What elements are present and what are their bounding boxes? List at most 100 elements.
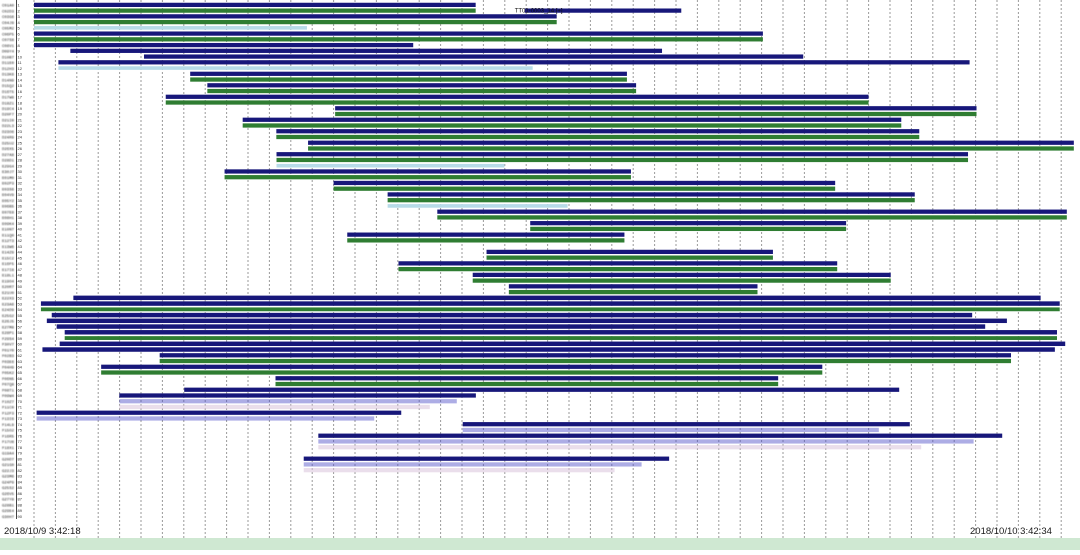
svg-text:87: 87 bbox=[18, 497, 23, 502]
svg-text:80: 80 bbox=[18, 456, 23, 461]
svg-text:F02B3: F02B3 bbox=[2, 355, 15, 359]
svg-text:83: 83 bbox=[18, 474, 23, 479]
svg-text:G28B1: G28B1 bbox=[2, 504, 15, 508]
svg-text:E29G4: E29G4 bbox=[2, 165, 15, 169]
svg-text:10: 10 bbox=[18, 54, 23, 59]
svg-text:F29S4: F29S4 bbox=[2, 338, 15, 342]
svg-text:86: 86 bbox=[18, 491, 23, 496]
svg-text:12: 12 bbox=[18, 66, 23, 71]
svg-text:F13I6: F13I6 bbox=[2, 418, 15, 422]
svg-text:65: 65 bbox=[18, 370, 23, 375]
svg-text:49: 49 bbox=[18, 278, 23, 283]
svg-text:90: 90 bbox=[18, 514, 23, 519]
svg-text:G24P9: G24P9 bbox=[2, 481, 15, 485]
svg-text:D14N9: D14N9 bbox=[2, 79, 15, 83]
svg-text:G22J3: G22J3 bbox=[2, 470, 15, 474]
svg-text:F09W4: F09W4 bbox=[2, 395, 15, 399]
svg-text:25: 25 bbox=[18, 140, 23, 145]
svg-text:28: 28 bbox=[18, 158, 23, 163]
svg-text:21: 21 bbox=[18, 117, 23, 122]
svg-text:G19A4: G19A4 bbox=[2, 453, 15, 457]
svg-text:36: 36 bbox=[18, 204, 23, 209]
svg-text:42: 42 bbox=[18, 238, 23, 243]
svg-text:G23M6: G23M6 bbox=[2, 476, 15, 480]
svg-text:D22L3: D22L3 bbox=[2, 125, 15, 129]
svg-text:30: 30 bbox=[18, 169, 23, 174]
svg-text:71: 71 bbox=[18, 405, 23, 410]
svg-text:F06N5: F06N5 bbox=[2, 378, 15, 382]
svg-text:27: 27 bbox=[18, 152, 23, 157]
svg-text:G21G0: G21G0 bbox=[2, 464, 15, 468]
svg-text:64: 64 bbox=[18, 365, 23, 370]
svg-text:D11E0: D11E0 bbox=[2, 62, 15, 66]
svg-text:68: 68 bbox=[18, 387, 23, 392]
svg-text:D26X5: D26X5 bbox=[2, 148, 15, 152]
svg-text:E19O4: E19O4 bbox=[2, 280, 15, 284]
svg-text:D17W8: D17W8 bbox=[2, 97, 15, 101]
svg-text:D20F7: D20F7 bbox=[2, 114, 15, 118]
svg-text:E10N7: E10N7 bbox=[2, 229, 15, 233]
svg-text:31: 31 bbox=[18, 175, 23, 180]
svg-text:72: 72 bbox=[18, 410, 23, 415]
svg-text:69: 69 bbox=[18, 393, 23, 398]
svg-text:33: 33 bbox=[18, 186, 23, 191]
svg-text:D24R9: D24R9 bbox=[2, 137, 15, 141]
svg-text:F11C0: F11C0 bbox=[2, 407, 15, 411]
svg-text:D09Y4: D09Y4 bbox=[2, 51, 15, 55]
svg-text:82: 82 bbox=[18, 468, 23, 473]
svg-text:60: 60 bbox=[18, 342, 23, 347]
svg-text:C04J9: C04J9 bbox=[2, 22, 15, 26]
svg-text:D15Q2: D15Q2 bbox=[2, 85, 15, 89]
svg-text:E21U0: E21U0 bbox=[2, 292, 15, 296]
svg-text:E20R7: E20R7 bbox=[2, 286, 15, 290]
svg-text:43: 43 bbox=[18, 244, 23, 249]
svg-text:39: 39 bbox=[18, 221, 23, 226]
svg-text:E05Y2: E05Y2 bbox=[2, 200, 15, 204]
svg-text:C03G6: C03G6 bbox=[2, 16, 15, 20]
svg-text:56: 56 bbox=[18, 319, 23, 324]
svg-text:24: 24 bbox=[18, 135, 23, 140]
svg-text:58: 58 bbox=[18, 330, 23, 335]
svg-text:F17U8: F17U8 bbox=[2, 441, 15, 445]
svg-text:45: 45 bbox=[18, 255, 23, 260]
svg-text:32: 32 bbox=[18, 181, 23, 186]
svg-text:E12T3: E12T3 bbox=[2, 240, 15, 244]
svg-text:F04H9: F04H9 bbox=[2, 367, 15, 371]
svg-text:38: 38 bbox=[18, 215, 23, 220]
svg-text:D19C4: D19C4 bbox=[2, 108, 15, 112]
svg-text:57: 57 bbox=[18, 324, 23, 329]
svg-text:F30V7: F30V7 bbox=[2, 344, 15, 348]
svg-text:2018/10/10 3:42:34: 2018/10/10 3:42:34 bbox=[970, 526, 1052, 537]
svg-text:E15C2: E15C2 bbox=[2, 257, 15, 261]
svg-text:78: 78 bbox=[18, 445, 23, 450]
svg-text:88: 88 bbox=[18, 502, 23, 507]
svg-text:63: 63 bbox=[18, 359, 23, 364]
svg-text:C08V1: C08V1 bbox=[2, 45, 15, 49]
svg-text:79: 79 bbox=[18, 451, 23, 456]
svg-text:E09K4: E09K4 bbox=[2, 223, 15, 227]
svg-text:37: 37 bbox=[18, 209, 23, 214]
svg-text:F05K2: F05K2 bbox=[2, 372, 15, 376]
svg-text:89: 89 bbox=[18, 508, 23, 513]
svg-text:46: 46 bbox=[18, 261, 23, 266]
svg-text:50: 50 bbox=[18, 284, 23, 289]
svg-text:E22X3: E22X3 bbox=[2, 298, 15, 302]
svg-text:84: 84 bbox=[18, 479, 23, 484]
svg-text:E17I8: E17I8 bbox=[2, 269, 15, 273]
svg-text:F01Y0: F01Y0 bbox=[2, 349, 15, 353]
svg-text:E30J7: E30J7 bbox=[2, 171, 15, 175]
svg-text:E03S6: E03S6 bbox=[2, 188, 15, 192]
svg-text:18: 18 bbox=[18, 100, 23, 105]
svg-text:19: 19 bbox=[18, 106, 23, 111]
svg-text:G30H7: G30H7 bbox=[2, 516, 15, 520]
svg-text:D25U2: D25U2 bbox=[2, 142, 15, 146]
svg-text:44: 44 bbox=[18, 250, 23, 255]
svg-text:D16T5: D16T5 bbox=[2, 91, 15, 95]
svg-text:2018/10/9 3:42:18: 2018/10/9 3:42:18 bbox=[4, 526, 81, 537]
svg-text:13: 13 bbox=[18, 72, 23, 77]
svg-text:66: 66 bbox=[18, 376, 23, 381]
svg-text:D23O6: D23O6 bbox=[2, 131, 15, 135]
svg-text:35: 35 bbox=[18, 198, 23, 203]
svg-text:C02D3: C02D3 bbox=[2, 10, 15, 14]
svg-text:E04V9: E04V9 bbox=[2, 194, 15, 198]
